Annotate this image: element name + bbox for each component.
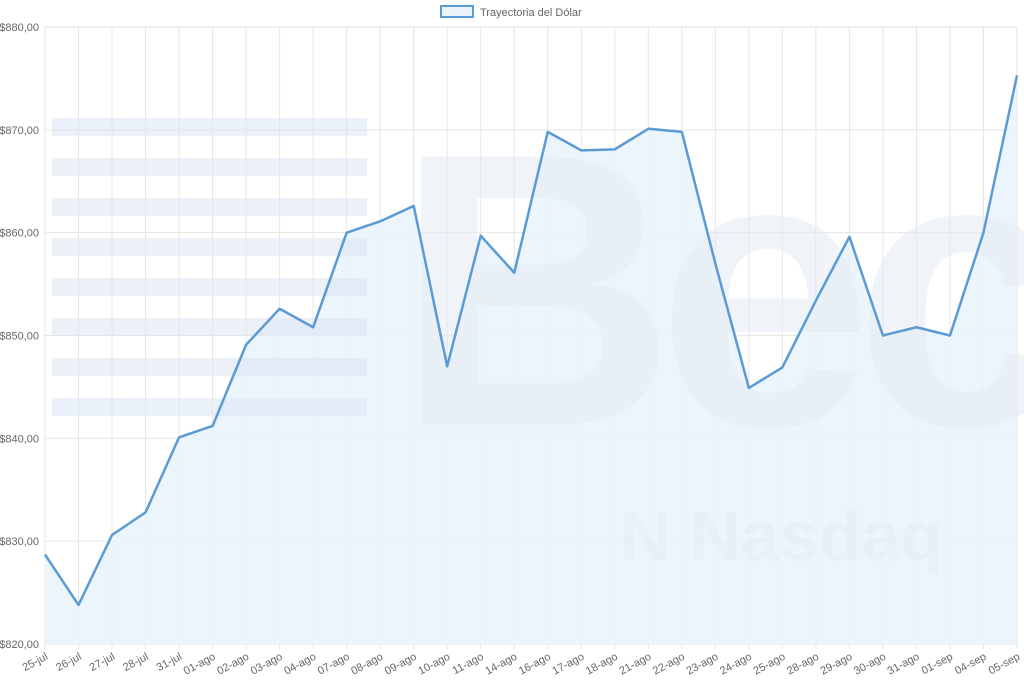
data-point-04-ago[interactable] <box>310 324 316 330</box>
y-tick-label: $860,00 <box>0 228 39 240</box>
x-tick-label: 09-ago <box>383 651 419 678</box>
series-line-layer <box>42 72 1020 608</box>
x-tick-label: 11-ago <box>451 651 486 677</box>
x-tick-label: 25-jul <box>21 651 50 674</box>
data-point-27-jul[interactable] <box>109 532 115 538</box>
data-point-01-ago[interactable] <box>210 423 216 429</box>
data-point-24-ago[interactable] <box>746 385 752 391</box>
x-tick-label: 29-ago <box>819 651 855 678</box>
data-point-08-ago[interactable] <box>377 218 383 224</box>
data-point-18-ago[interactable] <box>612 146 618 152</box>
x-axis: 25-jul 26-jul 27-jul 28-jul 31-jul01-ago02-a… <box>21 651 1022 678</box>
data-point-07-ago[interactable] <box>344 230 350 236</box>
x-tick-label: 24-ago <box>718 651 754 678</box>
x-tick-label: 07-ago <box>316 651 352 678</box>
x-tick-label: 28-jul <box>121 651 150 674</box>
legend-swatch[interactable] <box>440 5 474 18</box>
x-tick-label: 05-sep <box>987 651 1022 677</box>
x-tick-label: 04-ago <box>282 651 318 678</box>
watermark-logo: Bec N Nasdaq <box>52 72 1024 575</box>
x-tick-label: 02-ago <box>215 651 251 678</box>
data-point-31-ago[interactable] <box>913 324 919 330</box>
data-point-05-sep[interactable] <box>1014 72 1020 78</box>
y-tick-label: $820,00 <box>0 639 39 651</box>
data-point-22-ago[interactable] <box>679 129 685 135</box>
x-tick-label: 25-ago <box>752 651 788 678</box>
x-tick-label: 17-ago <box>550 651 586 678</box>
x-tick-label: 18-ago <box>584 651 620 678</box>
data-point-28-jul[interactable] <box>143 509 149 515</box>
x-tick-label: 22-ago <box>651 651 687 678</box>
data-point-11-ago[interactable] <box>478 233 484 239</box>
x-tick-label: 01-sep <box>920 651 955 677</box>
x-tick-label: 21-ago <box>617 651 653 678</box>
data-point-16-ago[interactable] <box>545 129 551 135</box>
legend-label: Trayectoria del Dólar <box>480 7 582 19</box>
data-point-02-ago[interactable] <box>243 342 249 348</box>
data-point-14-ago[interactable] <box>511 270 517 276</box>
x-tick-label: 30-ago <box>852 651 888 678</box>
x-tick-label: 31-ago <box>886 651 922 678</box>
x-tick-label: 04-sep <box>953 651 988 677</box>
watermark-letters: Bec <box>395 72 1024 508</box>
y-tick-label: $830,00 <box>0 536 39 548</box>
x-tick-label: 03-ago <box>249 651 285 678</box>
data-point-01-sep[interactable] <box>947 333 953 339</box>
y-tick-label: $850,00 <box>0 331 39 343</box>
x-tick-label: 31-jul <box>155 651 184 674</box>
watermark-nasdaq: N Nasdaq <box>620 497 943 575</box>
series-area-fill <box>45 75 1017 644</box>
data-point-30-ago[interactable] <box>880 333 886 339</box>
x-tick-label: 08-ago <box>349 651 385 678</box>
x-tick-label: 26-jul <box>54 651 83 674</box>
data-point-23-ago[interactable] <box>712 261 718 267</box>
data-point-25-ago[interactable] <box>779 364 785 370</box>
y-axis: $820,00 $830,00 $840,00 $850,00 $860,00 $870,… <box>0 22 39 651</box>
data-point-10-ago[interactable] <box>444 363 450 369</box>
data-point-03-ago[interactable] <box>277 306 283 312</box>
x-tick-label: 16-ago <box>517 651 553 678</box>
data-point-25-jul[interactable] <box>42 552 48 558</box>
series-line <box>43 75 1019 607</box>
x-tick-label: 14-ago <box>483 651 519 678</box>
x-tick-label: 28-ago <box>785 651 821 678</box>
x-tick-label: 23-ago <box>684 651 720 678</box>
data-point-26-jul[interactable] <box>76 602 82 608</box>
data-point-04-sep[interactable] <box>980 230 986 236</box>
data-point-28-ago[interactable] <box>813 298 819 304</box>
data-point-17-ago[interactable] <box>578 147 584 153</box>
x-tick-label: 10-ago <box>416 651 452 678</box>
data-point-09-ago[interactable] <box>411 203 417 209</box>
data-point-31-jul[interactable] <box>176 434 182 440</box>
y-tick-label: $870,00 <box>0 125 39 137</box>
watermark-stripes <box>52 118 367 416</box>
y-tick-label: $840,00 <box>0 433 39 445</box>
x-tick-label: 27-jul <box>88 651 117 674</box>
area-layer <box>45 75 1017 644</box>
legend[interactable]: Trayectoria del Dólar <box>440 5 582 19</box>
data-point-21-ago[interactable] <box>645 126 651 132</box>
x-tick-label: 01-ago <box>182 651 218 678</box>
data-point-29-ago[interactable] <box>846 234 852 240</box>
y-tick-label: $880,00 <box>0 22 39 34</box>
